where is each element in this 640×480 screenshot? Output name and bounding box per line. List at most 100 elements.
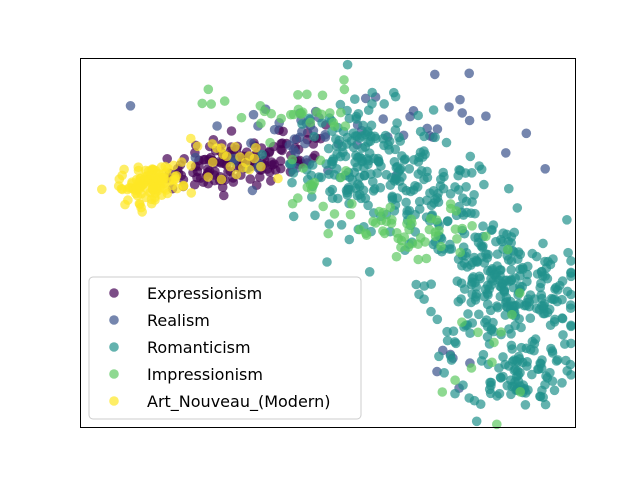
point-romanticism xyxy=(458,380,468,391)
point-romanticism xyxy=(369,153,379,164)
point-romanticism xyxy=(257,149,268,160)
point-impressionism xyxy=(391,251,402,262)
point-romanticism xyxy=(557,378,567,388)
point-romanticism xyxy=(448,326,459,337)
point-romanticism xyxy=(540,271,550,281)
point-realism xyxy=(464,115,475,126)
point-impressionism xyxy=(340,121,351,131)
point-romanticism xyxy=(322,257,332,267)
point-romanticism xyxy=(467,197,477,207)
point-romanticism xyxy=(525,313,536,324)
point-impressionism xyxy=(302,89,312,100)
point-impressionism xyxy=(265,137,275,148)
point-art-nouveau-modern xyxy=(97,184,107,195)
point-romanticism xyxy=(548,294,558,305)
legend-marker-realism xyxy=(109,315,119,325)
point-realism xyxy=(501,148,511,158)
point-romanticism xyxy=(350,94,360,104)
point-impressionism xyxy=(256,118,266,129)
point-romanticism xyxy=(522,361,532,371)
point-romanticism xyxy=(537,293,547,304)
point-romanticism xyxy=(367,87,378,98)
point-realism xyxy=(247,185,258,196)
point-impressionism xyxy=(404,224,414,235)
point-art-nouveau-modern xyxy=(150,195,160,205)
point-expressionism xyxy=(198,155,209,165)
point-romanticism xyxy=(547,348,558,358)
point-realism xyxy=(432,366,442,377)
legend-label-expressionism: Expressionism xyxy=(147,284,262,303)
point-romanticism xyxy=(355,189,365,200)
point-romanticism xyxy=(538,238,548,249)
point-impressionism xyxy=(393,233,404,244)
point-romanticism xyxy=(475,399,486,410)
point-realism xyxy=(444,102,454,112)
point-romanticism xyxy=(461,182,471,192)
point-romanticism xyxy=(560,339,570,349)
point-romanticism xyxy=(317,118,327,128)
point-romanticism xyxy=(472,256,482,267)
point-impressionism xyxy=(421,253,432,264)
point-impressionism xyxy=(276,113,287,124)
point-art-nouveau-modern xyxy=(172,183,182,194)
point-realism xyxy=(521,128,532,139)
point-art-nouveau-modern xyxy=(176,157,187,167)
point-art-nouveau-modern xyxy=(122,184,133,195)
point-romanticism xyxy=(404,205,415,216)
legend-entries: Expressionism Realism Romanticism Impres… xyxy=(109,284,330,412)
point-realism xyxy=(125,101,136,111)
point-art-nouveau-modern xyxy=(117,170,127,181)
point-romanticism xyxy=(391,162,402,173)
point-impressionism xyxy=(329,121,340,131)
point-impressionism xyxy=(305,117,316,128)
point-romanticism xyxy=(499,284,510,295)
point-romanticism xyxy=(491,236,501,247)
point-realism xyxy=(430,69,440,80)
point-romanticism xyxy=(390,91,401,102)
point-romanticism xyxy=(419,294,429,305)
point-realism xyxy=(432,124,443,134)
point-romanticism xyxy=(506,274,517,285)
point-impressionism xyxy=(425,213,436,224)
point-art-nouveau-modern xyxy=(153,175,164,185)
legend-label-impressionism: Impressionism xyxy=(147,365,263,384)
point-romanticism xyxy=(463,309,473,319)
point-romanticism xyxy=(368,176,378,187)
point-romanticism xyxy=(456,294,466,304)
point-romanticism xyxy=(413,169,424,179)
point-romanticism xyxy=(367,99,377,109)
point-expressionism xyxy=(162,154,172,164)
point-impressionism xyxy=(297,107,308,117)
point-romanticism xyxy=(483,290,493,300)
point-expressionism xyxy=(219,190,229,201)
point-impressionism xyxy=(286,109,296,120)
legend-marker-romanticism xyxy=(109,342,119,352)
point-impressionism xyxy=(219,96,230,106)
point-art-nouveau-modern xyxy=(244,164,255,175)
point-romanticism xyxy=(481,315,492,325)
point-romanticism xyxy=(334,135,345,146)
point-impressionism xyxy=(507,309,517,320)
point-romanticism xyxy=(540,399,551,410)
point-romanticism xyxy=(450,388,460,399)
point-art-nouveau-modern xyxy=(256,161,266,172)
point-romanticism xyxy=(552,355,563,365)
point-romanticism xyxy=(364,267,375,277)
point-romanticism xyxy=(353,109,364,119)
point-impressionism xyxy=(455,247,466,258)
point-expressionism xyxy=(269,159,279,169)
point-romanticism xyxy=(433,188,443,199)
point-romanticism xyxy=(426,306,436,317)
point-impressionism xyxy=(323,228,334,239)
point-art-nouveau-modern xyxy=(136,202,146,213)
point-impressionism xyxy=(452,234,462,244)
point-romanticism xyxy=(565,300,576,310)
point-romanticism xyxy=(357,143,368,153)
point-impressionism xyxy=(473,327,483,338)
point-impressionism xyxy=(336,172,346,183)
point-romanticism xyxy=(471,416,482,427)
point-romanticism xyxy=(516,342,527,353)
point-romanticism xyxy=(474,309,484,320)
point-romanticism xyxy=(394,132,404,143)
point-romanticism xyxy=(558,330,568,340)
